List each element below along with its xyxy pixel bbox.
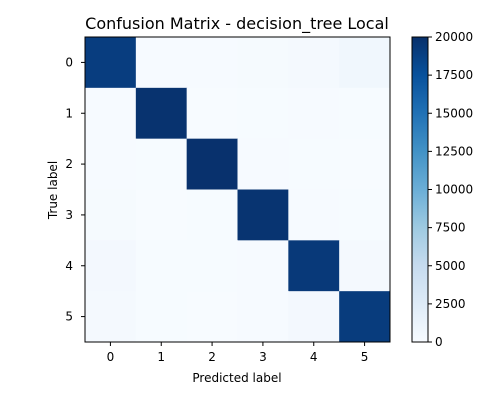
colorbar-tick-label: 12500 [435,144,473,158]
x-tick-label: 2 [208,350,216,364]
chart-title: Confusion Matrix - decision_tree Local [85,14,389,34]
heatmap-cell-3-2 [186,189,238,241]
heatmap-cells [85,37,391,343]
heatmap-cell-5-1 [135,291,188,343]
colorbar-tick-label: 10000 [435,183,473,197]
y-tick-label: 0 [65,55,73,69]
heatmap-cell-0-5 [339,37,391,89]
plot-frame [84,36,391,343]
heatmap-cell-1-1 [135,87,188,140]
x-tick-label: 1 [157,350,165,364]
colorbar [411,36,429,343]
heatmap-cell-5-2 [186,291,238,343]
y-tick-label: 1 [65,106,73,120]
heatmap-cell-0-2 [186,37,238,89]
colorbar-tick-label: 2500 [435,297,466,311]
heatmap-cell-2-4 [288,138,340,190]
y-tick-label: 2 [65,157,73,171]
heatmap-cell-5-0 [85,291,137,343]
heatmap-cell-0-1 [135,37,188,89]
heatmap-cell-2-3 [237,138,289,190]
colorbar-tick-label: 5000 [435,259,466,273]
y-axis-ticks: 0 1 2 3 4 5 [65,55,85,324]
heatmap-cell-1-3 [237,87,289,140]
colorbar-tick-label: 7500 [435,221,466,235]
x-axis-ticks: 0 1 2 3 4 5 [107,342,369,364]
heatmap-cell-5-5 [339,291,391,343]
heatmap-cell-3-0 [85,189,137,241]
heatmap-cell-3-4 [288,189,340,241]
heatmap-cell-2-2 [186,138,238,190]
x-tick-label: 3 [259,350,267,364]
heatmap-cell-2-1 [135,138,188,190]
heatmap-cell-4-3 [237,240,289,292]
heatmap-cell-1-4 [288,87,340,140]
heatmap-cell-1-0 [85,87,137,140]
heatmap-cell-5-4 [288,291,340,343]
colorbar-tick-label: 20000 [435,30,473,44]
heatmap-cell-0-3 [237,37,289,89]
heatmap-cell-2-0 [85,138,137,190]
y-tick-label: 4 [65,259,73,273]
heatmap-cell-5-3 [237,291,289,343]
colorbar-tick-label: 17500 [435,68,473,82]
heatmap-cell-2-5 [339,138,391,190]
heatmap-cell-1-5 [339,87,391,140]
colorbar-ticks: 0 2500 5000 7500 10000 12500 15000 17500 20000 [428,30,473,349]
x-tick-label: 0 [107,350,115,364]
heatmap-cell-1-2 [186,87,238,140]
heatmap-cell-4-0 [85,240,137,292]
heatmap-cell-4-4 [288,240,340,292]
y-tick-label: 3 [65,208,73,222]
y-axis-label: True label [46,161,60,220]
heatmap-cell-3-5 [339,189,391,241]
heatmap-cell-4-5 [339,240,391,292]
colorbar-tick-label: 0 [435,335,443,349]
heatmap-cell-4-1 [135,240,188,292]
x-tick-label: 4 [310,350,318,364]
heatmap-cell-3-3 [237,189,289,241]
heatmap-cell-3-1 [135,189,188,241]
x-tick-label: 5 [361,350,369,364]
heatmap-cell-0-0 [85,37,137,89]
y-tick-label: 5 [65,310,73,324]
heatmap-cell-0-4 [288,37,340,89]
heatmap-cell-4-2 [186,240,238,292]
colorbar-tick-label: 15000 [435,106,473,120]
x-axis-label: Predicted label [192,371,281,385]
